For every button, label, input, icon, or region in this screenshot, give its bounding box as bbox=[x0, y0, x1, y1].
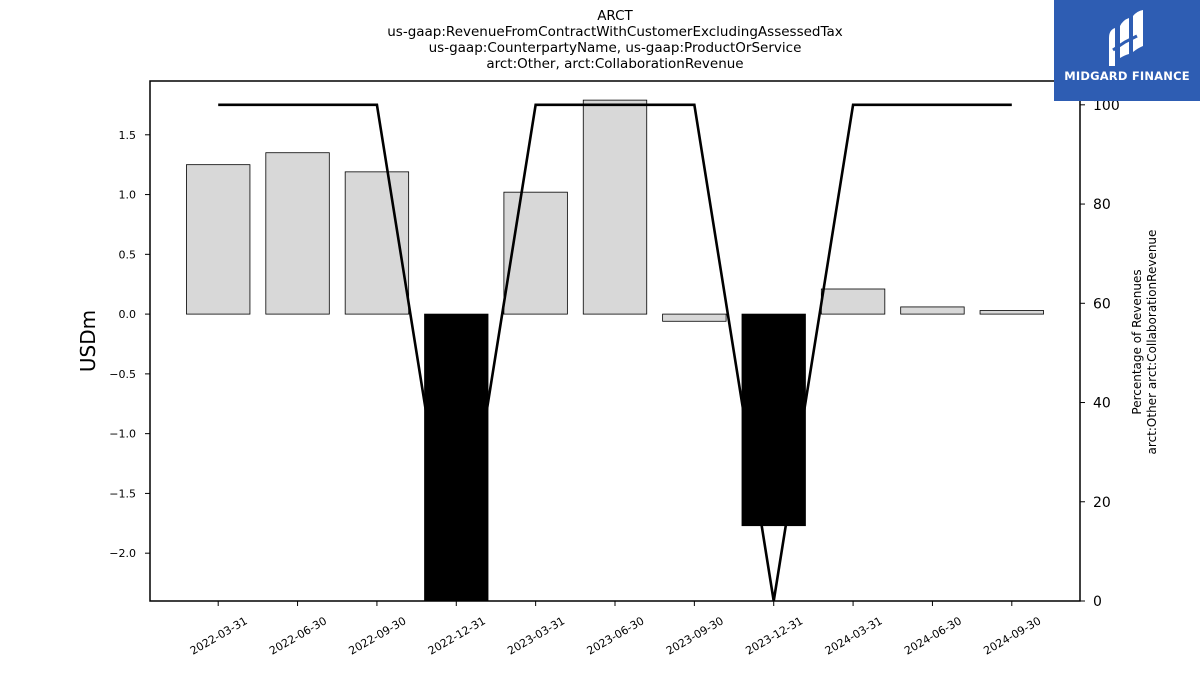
y-tick-label: 1.0 bbox=[119, 189, 137, 202]
bar-2023-09-30 bbox=[662, 313, 727, 322]
bar-2022-06-30 bbox=[265, 152, 330, 315]
chart-title-line-2: us-gaap:RevenueFromContractWithCustomerE… bbox=[387, 24, 843, 40]
y2-axis-label-line-1: Percentage of Revenues bbox=[1130, 269, 1144, 414]
x-tick-label: 2023-06-30 bbox=[585, 614, 647, 657]
x-tick-label: 2022-06-30 bbox=[267, 614, 329, 657]
y2-tick-label: 20 bbox=[1093, 495, 1111, 511]
y-tick-label: 0.0 bbox=[119, 308, 137, 321]
x-tick-label: 2024-06-30 bbox=[902, 614, 964, 657]
bar-2024-03-31 bbox=[820, 288, 886, 315]
bar-2023-12-31 bbox=[741, 313, 806, 527]
logo-mark-icon bbox=[1109, 10, 1143, 66]
x-axis-ticks: 2022-03-31 2022-06-30 2022-09-30 2022-12-31… bbox=[188, 601, 1043, 658]
chart-title-line-4: arct:Other, arct:CollaborationRevenue bbox=[486, 56, 743, 72]
y2-tick-label: 80 bbox=[1093, 197, 1111, 213]
bar-2024-06-30 bbox=[900, 306, 965, 315]
bar-2023-03-31 bbox=[503, 191, 568, 315]
x-tick-label: 2024-03-31 bbox=[823, 614, 885, 657]
x-tick-label: 2023-03-31 bbox=[505, 614, 567, 657]
y-tick-label: −1.0 bbox=[109, 428, 136, 441]
x-tick-label: 2022-03-31 bbox=[188, 614, 250, 657]
chart-title-line-3: us-gaap:CounterpartyName, us-gaap:Produc… bbox=[429, 40, 802, 56]
bars-group bbox=[186, 99, 1044, 602]
y-tick-label: −1.5 bbox=[109, 487, 136, 500]
y-axis-label: USDm bbox=[76, 310, 100, 372]
y2-tick-label: 60 bbox=[1093, 296, 1111, 312]
y-tick-label: −0.5 bbox=[109, 368, 136, 381]
bar-2022-12-31 bbox=[424, 313, 489, 602]
y2-axis-label: Percentage of Revenues arct:Other arct:C… bbox=[1130, 230, 1159, 455]
y2-axis-ticks: 0 20 40 60 80 100 bbox=[1080, 98, 1120, 610]
brand-logo: MIDGARD FINANCE bbox=[1054, 0, 1200, 101]
y2-tick-label: 40 bbox=[1093, 396, 1111, 412]
chart-title-line-1: ARCT bbox=[597, 8, 633, 24]
y2-tick-label: 100 bbox=[1093, 98, 1120, 114]
logo-text: MIDGARD FINANCE bbox=[1064, 69, 1190, 83]
x-tick-label: 2022-12-31 bbox=[426, 614, 488, 657]
percentage-line bbox=[218, 103, 1012, 602]
bar-2022-03-31 bbox=[186, 164, 251, 315]
y-tick-label: 1.5 bbox=[119, 129, 137, 142]
x-tick-label: 2022-09-30 bbox=[347, 614, 409, 657]
x-tick-label: 2023-09-30 bbox=[664, 614, 726, 657]
line-group bbox=[218, 103, 1012, 602]
bar-2023-06-30 bbox=[582, 99, 648, 315]
y2-axis-label-line-2: arct:Other arct:CollaborationRevenue bbox=[1145, 230, 1159, 455]
y-axis-ticks: −2.0 −1.5 −1.0 −0.5 0.0 0.5 1.0 1.5 bbox=[109, 129, 150, 560]
x-tick-label: 2024-09-30 bbox=[981, 614, 1043, 657]
y2-tick-label: 0 bbox=[1093, 594, 1102, 610]
x-tick-label: 2023-12-31 bbox=[743, 614, 805, 657]
chart-title: ARCT us-gaap:RevenueFromContractWithCust… bbox=[387, 8, 843, 72]
y-tick-label: 0.5 bbox=[119, 248, 137, 261]
bar-2024-09-30 bbox=[979, 310, 1044, 315]
y-tick-label: −2.0 bbox=[109, 547, 136, 560]
